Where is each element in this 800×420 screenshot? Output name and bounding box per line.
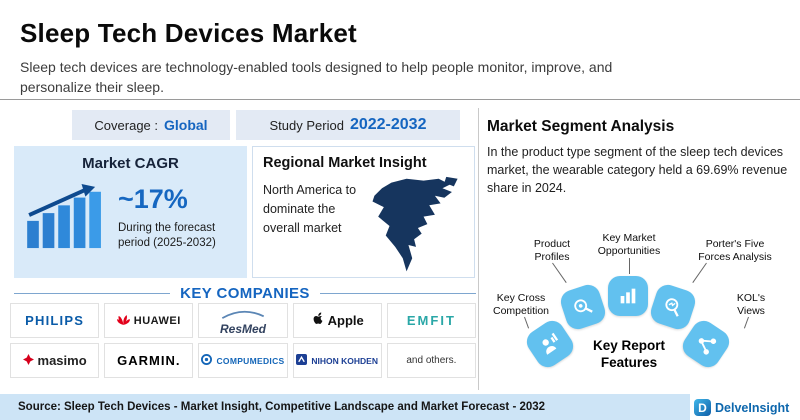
source-text: Source: Sleep Tech Devices - Market Insi…: [18, 401, 546, 413]
delveinsight-wordmark: DelveInsight: [715, 400, 790, 415]
others-label: and others.: [406, 355, 457, 366]
divider-horizontal: [0, 99, 800, 100]
company-logo-grid: PHILIPS HUAWEI ResMed Apple EMFIT: [10, 303, 476, 378]
search-gear-icon: [557, 281, 609, 333]
connector-line: [524, 316, 530, 329]
company-logo-apple: Apple: [292, 303, 382, 338]
company-logo-emfit: EMFIT: [386, 303, 476, 338]
connector-line: [743, 316, 749, 329]
coverage-bar: Coverage : Global: [72, 110, 230, 140]
study-period-value: 2022-2032: [349, 116, 427, 133]
huawei-wordmark: HUAWEI: [133, 314, 181, 327]
coverage-value: Global: [164, 117, 208, 133]
company-logo-masimo: masimo: [10, 343, 100, 378]
page-title: Sleep Tech Devices Market: [20, 18, 357, 48]
huawei-flower-icon: [116, 312, 130, 330]
regional-insight-card: Regional Market Insight North America to…: [252, 146, 475, 278]
company-logo-philips: PHILIPS: [10, 303, 100, 338]
page-subtitle: Sleep tech devices are technology-enable…: [20, 59, 613, 95]
feature-label-kols-views: KOL's Views: [736, 292, 766, 318]
company-logo-compumedics: COMPUMEDICS: [198, 343, 288, 378]
company-logo-others: and others.: [386, 343, 476, 378]
person-chart-icon: [522, 316, 578, 372]
bar-chart-icon: [608, 276, 648, 316]
delveinsight-d-icon: D: [694, 399, 711, 416]
feature-label-key-cross-competition: Key Cross Competition: [492, 292, 550, 318]
feature-label-key-market-opportunities: Key Market Opportunities: [597, 232, 661, 258]
divider-vertical: [478, 108, 479, 390]
company-logo-huawei: HUAWEI: [104, 303, 194, 338]
company-logo-resmed: ResMed: [198, 303, 288, 338]
cagr-note: During the forecast period (2025-2032): [118, 222, 216, 249]
masimo-icon: [22, 352, 34, 370]
connector-line: [692, 262, 707, 283]
study-period-bar: Study Period 2022-2032: [236, 110, 460, 140]
market-cagr-title: Market CAGR: [82, 155, 179, 172]
coverage-label: Coverage :: [94, 117, 159, 133]
masimo-wordmark: masimo: [37, 353, 87, 368]
company-logo-garmin: GARMIN.: [104, 343, 194, 378]
garmin-wordmark: GARMIN.: [117, 353, 181, 368]
north-america-map-icon: [368, 175, 464, 284]
compumedics-icon: [201, 352, 213, 370]
key-report-features-title: Key Report Features: [592, 338, 665, 370]
decor-line-left: [14, 293, 171, 294]
apple-icon: [311, 311, 324, 330]
resmed-swoosh-icon: [220, 306, 266, 324]
share-nodes-icon: [678, 316, 734, 372]
nihon-kohden-icon: [296, 352, 308, 370]
emfit-wordmark: EMFIT: [406, 313, 456, 328]
apple-wordmark: Apple: [327, 313, 364, 328]
decor-line-right: [319, 293, 477, 294]
key-companies-heading: KEY COMPANIES: [180, 285, 310, 302]
cagr-value: ~17%: [118, 184, 188, 214]
magnifier-trend-icon: [647, 281, 699, 333]
key-companies-heading-row: KEY COMPANIES: [14, 285, 477, 302]
study-period-label: Study Period: [269, 117, 344, 133]
connector-line: [552, 262, 567, 283]
nihon-kohden-wordmark: NIHON KOHDEN: [311, 355, 378, 366]
segment-analysis-title: Market Segment Analysis: [487, 118, 675, 135]
feature-label-product-profiles: Product Profiles: [533, 238, 571, 264]
company-logo-nihon-kohden: NIHON KOHDEN: [292, 343, 382, 378]
growth-bar-chart-icon: [24, 184, 108, 255]
connector-line: [629, 258, 630, 274]
resmed-wordmark: ResMed: [219, 321, 266, 336]
regional-insight-title: Regional Market Insight: [263, 155, 427, 171]
feature-label-porters-five-forces: Porter's Five Forces Analysis: [698, 238, 772, 264]
philips-wordmark: PHILIPS: [25, 313, 85, 328]
delveinsight-logo: D DelveInsight: [694, 399, 789, 416]
segment-analysis-text: In the product type segment of the sleep…: [487, 145, 788, 196]
market-cagr-card: Market CAGR ~17% During the forecast per…: [14, 146, 247, 278]
source-bar: Source: Sleep Tech Devices - Market Insi…: [0, 394, 690, 420]
compumedics-wordmark: COMPUMEDICS: [216, 355, 285, 366]
regional-insight-text: North America to dominate the overall ma…: [263, 183, 357, 235]
